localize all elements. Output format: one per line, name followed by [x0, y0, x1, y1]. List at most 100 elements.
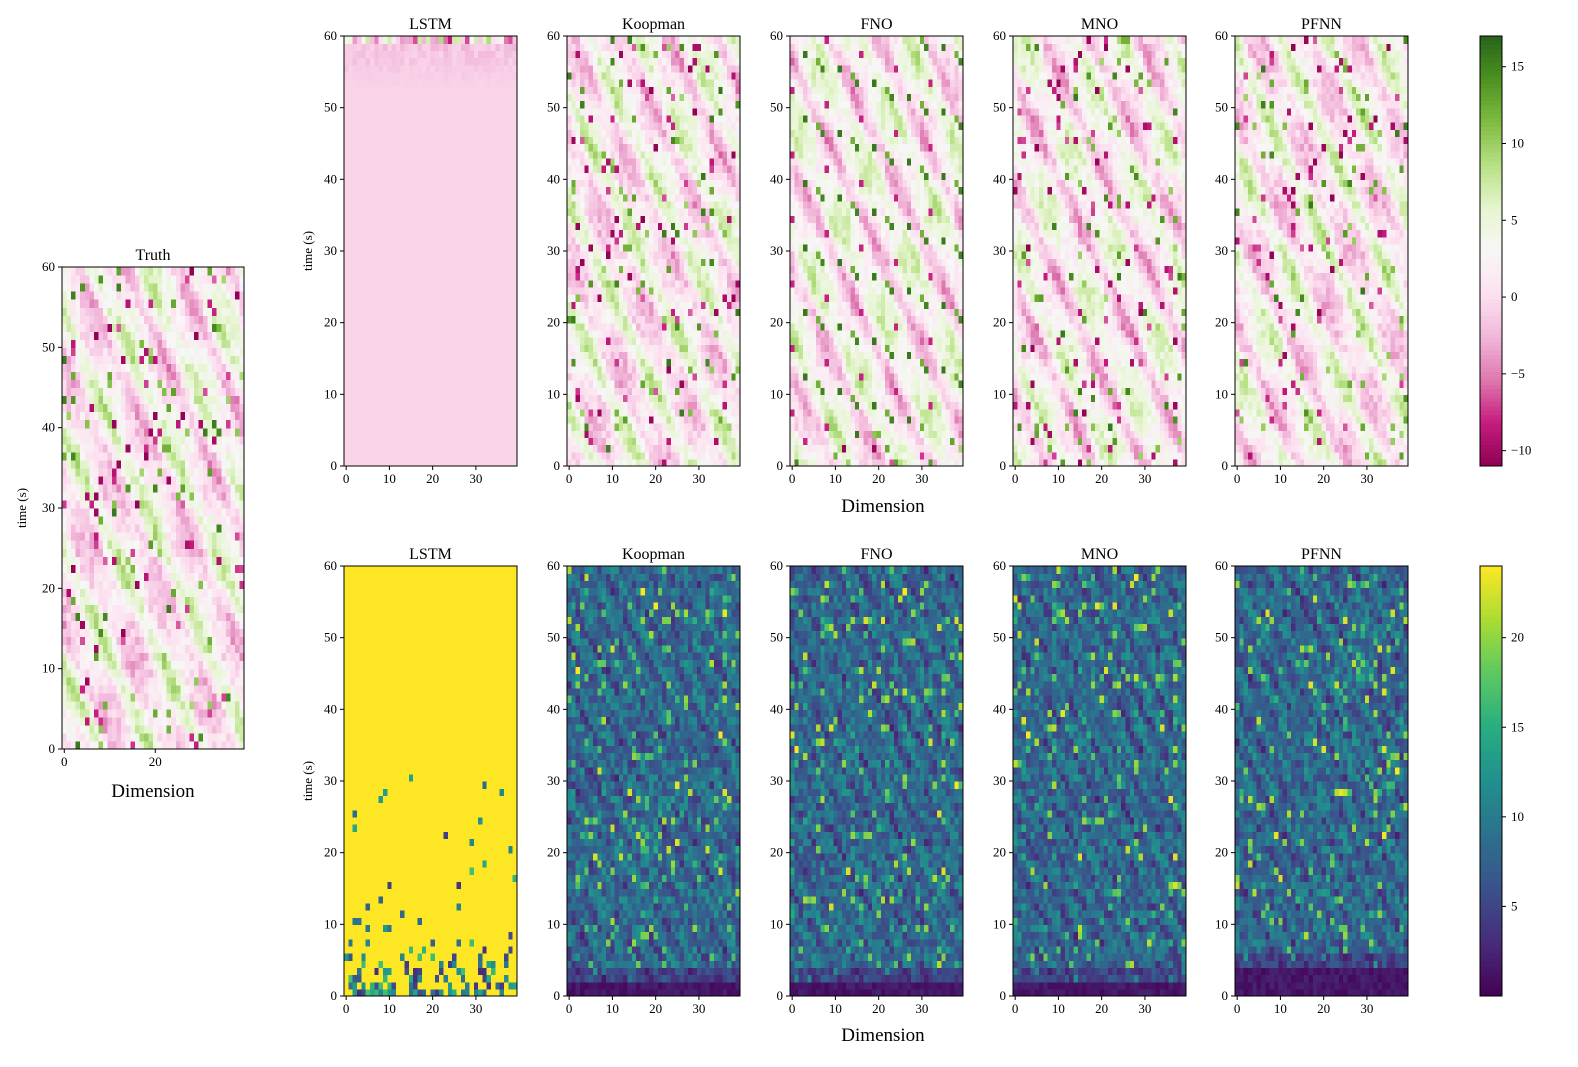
y-tick-label: 60	[993, 28, 1006, 43]
y-tick-label: 10	[547, 386, 560, 401]
panel-fno-top: FNO 0 10 20 30 40 50 60 0 10 20 30	[770, 16, 964, 486]
y-tick-label: 60	[1215, 28, 1228, 43]
panel-title: LSTM	[409, 546, 452, 563]
x-tick-label: 30	[469, 471, 482, 486]
y-tick-label: 0	[331, 458, 338, 473]
panel-title: Truth	[136, 247, 171, 264]
y-tick-label: 10	[324, 386, 337, 401]
y-tick-label: 20	[1215, 315, 1228, 330]
x-tick-label: 30	[1138, 471, 1151, 486]
y-tick-label: 20	[770, 315, 783, 330]
y-tick-label: 20	[42, 580, 55, 595]
panel-truth: Truth 0 10 20 30 40 50 60 0 20 time (s) Dimension	[14, 247, 245, 802]
y-tick-label: 40	[324, 171, 337, 186]
heatmap-cells-mno-bottom	[1013, 566, 1187, 997]
y-tick-label: 20	[324, 315, 337, 330]
y-tick-label: 60	[547, 558, 560, 573]
x-tick-label: 20	[426, 471, 439, 486]
heatmap-cells-koopman-top	[567, 36, 741, 467]
y-tick-label: 50	[547, 100, 560, 115]
panel-koopman-top: Koopman 0 10 20 30 40 50 60 0 10 20 30	[547, 16, 741, 486]
y-tick-label: 60	[1215, 558, 1228, 573]
x-tick-label: 20	[1095, 1001, 1108, 1016]
y-tick-label: 40	[1215, 701, 1228, 716]
x-tick-label: 30	[692, 471, 705, 486]
x-tick-label: 20	[426, 1001, 439, 1016]
x-axis-label: Dimension	[111, 781, 195, 802]
panel-title: PFNN	[1301, 546, 1342, 563]
colorbar-tick-label: 15	[1511, 59, 1524, 74]
y-tick-label: 30	[42, 500, 55, 515]
y-tick-label: 20	[993, 845, 1006, 860]
colorbar-tick-label: −10	[1511, 443, 1531, 458]
x-tick-label: 20	[1317, 471, 1330, 486]
colorbar-tick-label: 10	[1511, 809, 1524, 824]
panel-koopman-bottom: Koopman 0 10 20 30 40 50 60 0 10 20 30	[547, 546, 741, 1016]
y-tick-label: 10	[993, 386, 1006, 401]
y-tick-label: 60	[324, 28, 337, 43]
y-tick-label: 10	[1215, 916, 1228, 931]
x-tick-label: 10	[1274, 1001, 1287, 1016]
y-tick-label: 10	[324, 916, 337, 931]
x-tick-label: 30	[1138, 1001, 1151, 1016]
y-tick-label: 50	[770, 100, 783, 115]
y-tick-label: 60	[324, 558, 337, 573]
x-tick-label: 10	[1052, 1001, 1065, 1016]
x-tick-label: 0	[789, 1001, 796, 1016]
y-tick-label: 10	[770, 916, 783, 931]
y-tick-label: 30	[993, 243, 1006, 258]
y-tick-label: 0	[1000, 988, 1007, 1003]
y-tick-label: 10	[770, 386, 783, 401]
colorbar-tick-label: 15	[1511, 719, 1524, 734]
y-tick-label: 40	[42, 420, 55, 435]
x-tick-label: 20	[1317, 1001, 1330, 1016]
x-tick-label: 30	[1360, 471, 1373, 486]
y-tick-label: 50	[1215, 100, 1228, 115]
y-tick-label: 50	[547, 630, 560, 645]
y-tick-label: 60	[770, 28, 783, 43]
heatmap-cells-fno-bottom	[790, 566, 964, 997]
x-tick-label: 0	[1234, 1001, 1241, 1016]
heatmap-cells-lstm-bottom	[344, 566, 518, 997]
y-tick-label: 50	[770, 630, 783, 645]
y-tick-label: 30	[547, 773, 560, 788]
y-tick-label: 30	[547, 243, 560, 258]
y-tick-label: 0	[554, 458, 561, 473]
y-tick-label: 40	[770, 701, 783, 716]
x-tick-label: 20	[149, 754, 162, 769]
x-tick-label: 30	[692, 1001, 705, 1016]
y-tick-label: 30	[324, 773, 337, 788]
x-tick-label: 0	[61, 754, 68, 769]
x-tick-label: 20	[1095, 471, 1108, 486]
x-tick-label: 10	[1052, 471, 1065, 486]
x-tick-label: 0	[1012, 1001, 1019, 1016]
x-tick-label: 20	[649, 471, 662, 486]
y-tick-label: 60	[547, 28, 560, 43]
y-tick-label: 10	[42, 661, 55, 676]
y-tick-label: 50	[1215, 630, 1228, 645]
colorbar-bottom: 5 10 15 20	[1479, 565, 1524, 997]
heatmap-cells-koopman-bottom	[567, 566, 741, 997]
colorbar-top: −10 −5 0 5 10 15	[1479, 35, 1531, 467]
y-tick-label: 40	[1215, 171, 1228, 186]
y-tick-label: 40	[547, 171, 560, 186]
panel-fno-bottom: FNO 0 10 20 30 40 50 60 0 10 20 30	[770, 546, 964, 1016]
heatmap-cells-fno-top	[790, 36, 964, 467]
y-tick-label: 30	[1215, 243, 1228, 258]
panel-pfnn-top: PFNN 0 10 20 30 40 50 60 0 10 20 30	[1215, 16, 1409, 486]
y-tick-label: 30	[1215, 773, 1228, 788]
y-tick-label: 60	[993, 558, 1006, 573]
y-tick-label: 30	[770, 773, 783, 788]
y-tick-label: 30	[770, 243, 783, 258]
y-tick-label: 0	[554, 988, 561, 1003]
y-tick-label: 10	[993, 916, 1006, 931]
y-tick-label: 20	[547, 845, 560, 860]
panel-title: FNO	[860, 546, 892, 563]
heatmap-cells-lstm-top	[344, 36, 518, 467]
heatmap-cells-truth	[62, 267, 245, 750]
x-tick-label: 30	[1360, 1001, 1373, 1016]
y-tick-label: 20	[1215, 845, 1228, 860]
y-tick-label: 20	[547, 315, 560, 330]
colorbar-tick-label: −5	[1511, 366, 1525, 381]
